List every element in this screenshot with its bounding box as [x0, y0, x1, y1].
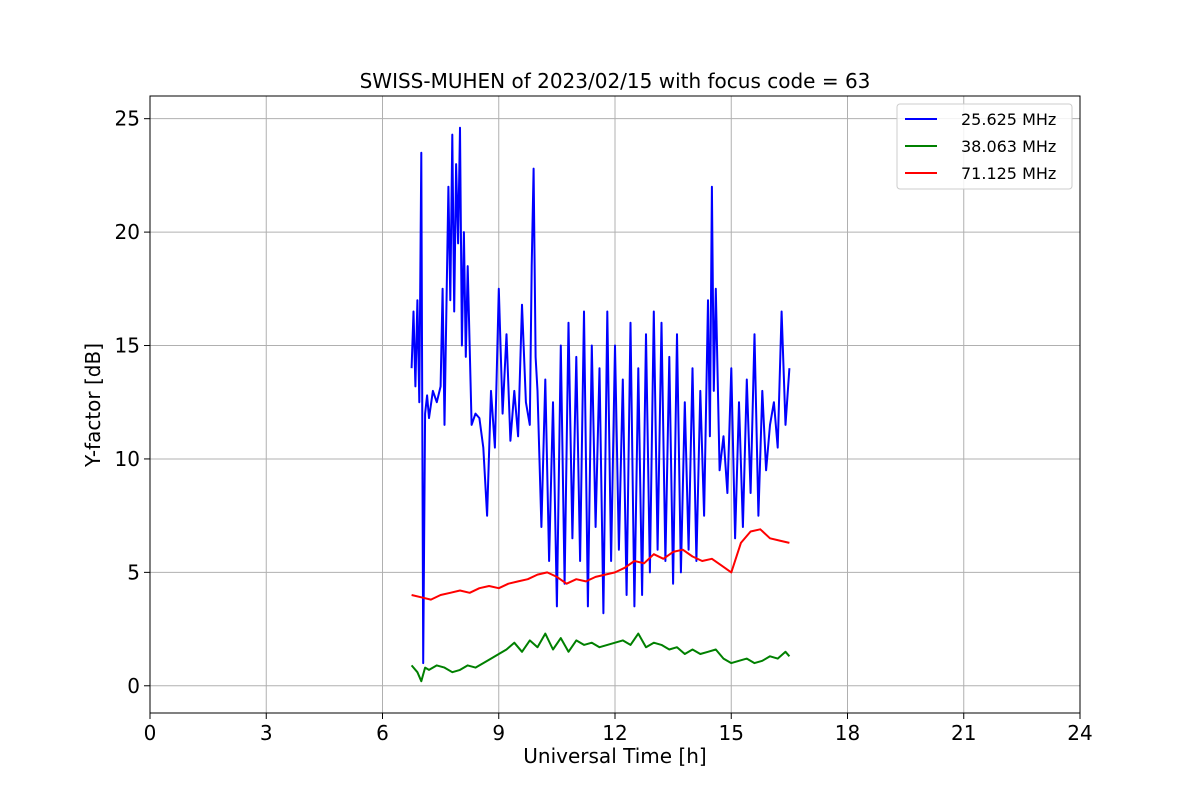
- chart-title: SWISS-MUHEN of 2023/02/15 with focus cod…: [360, 69, 871, 93]
- x-tick-label-0: 0: [144, 721, 157, 745]
- x-tick-label-8: 24: [1067, 721, 1092, 745]
- y-axis-label: Y-factor [dB]: [81, 343, 105, 468]
- y-tick-label-2: 10: [115, 447, 140, 471]
- legend-box: [896, 103, 1073, 190]
- y-tick-label-1: 5: [127, 560, 140, 584]
- legend-label-2: 71.125 MHz: [961, 164, 1056, 183]
- ticks: 0 3 6 9 12 15 18 21 24 0 5 10 15 20 25: [115, 107, 1093, 745]
- x-tick-label-5: 15: [719, 721, 744, 745]
- legend: 25.625 MHz 38.063 MHz 71.125 MHz: [896, 103, 1073, 190]
- x-tick-label-3: 9: [492, 721, 505, 745]
- series-line-2: [411, 528, 790, 601]
- x-tick-label-7: 21: [951, 721, 976, 745]
- x-axis-label: Universal Time [h]: [523, 744, 706, 768]
- legend-label-0: 25.625 MHz: [961, 110, 1056, 129]
- series-line-0: [410, 126, 791, 665]
- x-tick-label-2: 6: [376, 721, 389, 745]
- legend-label-1: 38.063 MHz: [961, 137, 1056, 156]
- series-layer: [410, 126, 791, 683]
- y-tick-label-5: 25: [115, 107, 140, 131]
- x-tick-label-6: 18: [835, 721, 860, 745]
- y-tick-label-4: 20: [115, 220, 140, 244]
- y-tick-label-0: 0: [127, 674, 140, 698]
- series-line-1: [410, 632, 791, 683]
- x-tick-label-1: 3: [260, 721, 273, 745]
- y-tick-label-3: 15: [115, 334, 140, 358]
- x-tick-label-4: 12: [602, 721, 627, 745]
